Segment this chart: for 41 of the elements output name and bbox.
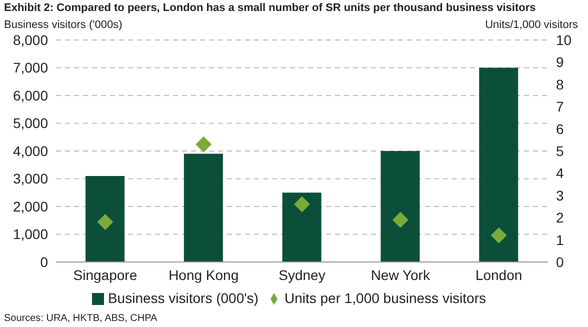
y-tick-label: 6,000 xyxy=(12,87,48,104)
y2-tick-label: 3 xyxy=(556,187,564,204)
y-tick-label: 8,000 xyxy=(12,32,48,48)
y-tick-label: 4,000 xyxy=(12,142,48,159)
y-tick-label: 2,000 xyxy=(12,198,48,214)
chart-title: Exhibit 2: Compared to peers, London has a small number of SR units per thousand business visitors xyxy=(4,2,536,14)
x-tick-label: Hong Kong xyxy=(168,266,239,283)
y2-tick-label: 4 xyxy=(556,165,564,182)
bar xyxy=(380,151,420,262)
y2-axis-title: Units/1,000 visitors xyxy=(485,19,578,31)
y2-tick-label: 7 xyxy=(556,98,564,115)
y2-tick-label: 0 xyxy=(556,254,564,270)
y-tick-label: 1,000 xyxy=(12,226,48,242)
x-tick-label: New York xyxy=(370,266,431,283)
point xyxy=(294,196,310,212)
y-tick-label: 5,000 xyxy=(12,115,48,132)
bar xyxy=(282,192,322,262)
y2-tick-label: 6 xyxy=(556,120,564,137)
y2-tick-label: 10 xyxy=(556,32,572,48)
x-tick-label: Singapore xyxy=(73,266,138,283)
y-tick-label: 7,000 xyxy=(12,60,48,76)
y-axis-title: Business visitors ('000s) xyxy=(4,19,122,31)
bar xyxy=(184,154,223,262)
point xyxy=(97,214,114,230)
point xyxy=(392,212,408,228)
y2-tick-label: 1 xyxy=(556,232,564,248)
y2-tick-label: 2 xyxy=(556,210,564,226)
point xyxy=(196,136,212,152)
y-tick-label: 0 xyxy=(40,254,48,270)
legend-label: Units per 1,000 business visitors xyxy=(284,290,486,306)
y2-tick-label: 8 xyxy=(556,76,564,92)
point xyxy=(490,227,507,244)
legend-label: Business visitors (000's) xyxy=(108,290,258,306)
y2-tick-label: 9 xyxy=(556,54,564,70)
bar xyxy=(86,176,125,262)
x-tick-label: Sydney xyxy=(278,266,326,283)
x-tick-label: London xyxy=(475,266,522,283)
source-note: Sources: URA, HKTB, ABS, CHPA xyxy=(4,313,158,324)
y2-tick-label: 5 xyxy=(556,142,564,159)
bar xyxy=(479,68,518,262)
y-tick-label: 3,000 xyxy=(12,170,48,187)
